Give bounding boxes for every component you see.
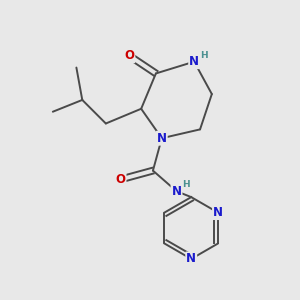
Text: N: N	[157, 132, 167, 145]
Text: N: N	[189, 55, 199, 68]
Text: O: O	[124, 49, 134, 62]
Text: H: H	[182, 180, 190, 189]
Text: H: H	[200, 51, 207, 60]
Text: N: N	[186, 252, 196, 266]
Text: N: N	[172, 185, 182, 198]
Text: O: O	[116, 173, 126, 186]
Text: N: N	[213, 206, 223, 219]
